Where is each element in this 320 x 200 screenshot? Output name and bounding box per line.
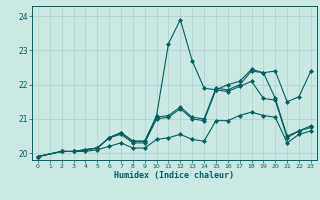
X-axis label: Humidex (Indice chaleur): Humidex (Indice chaleur) xyxy=(115,171,234,180)
